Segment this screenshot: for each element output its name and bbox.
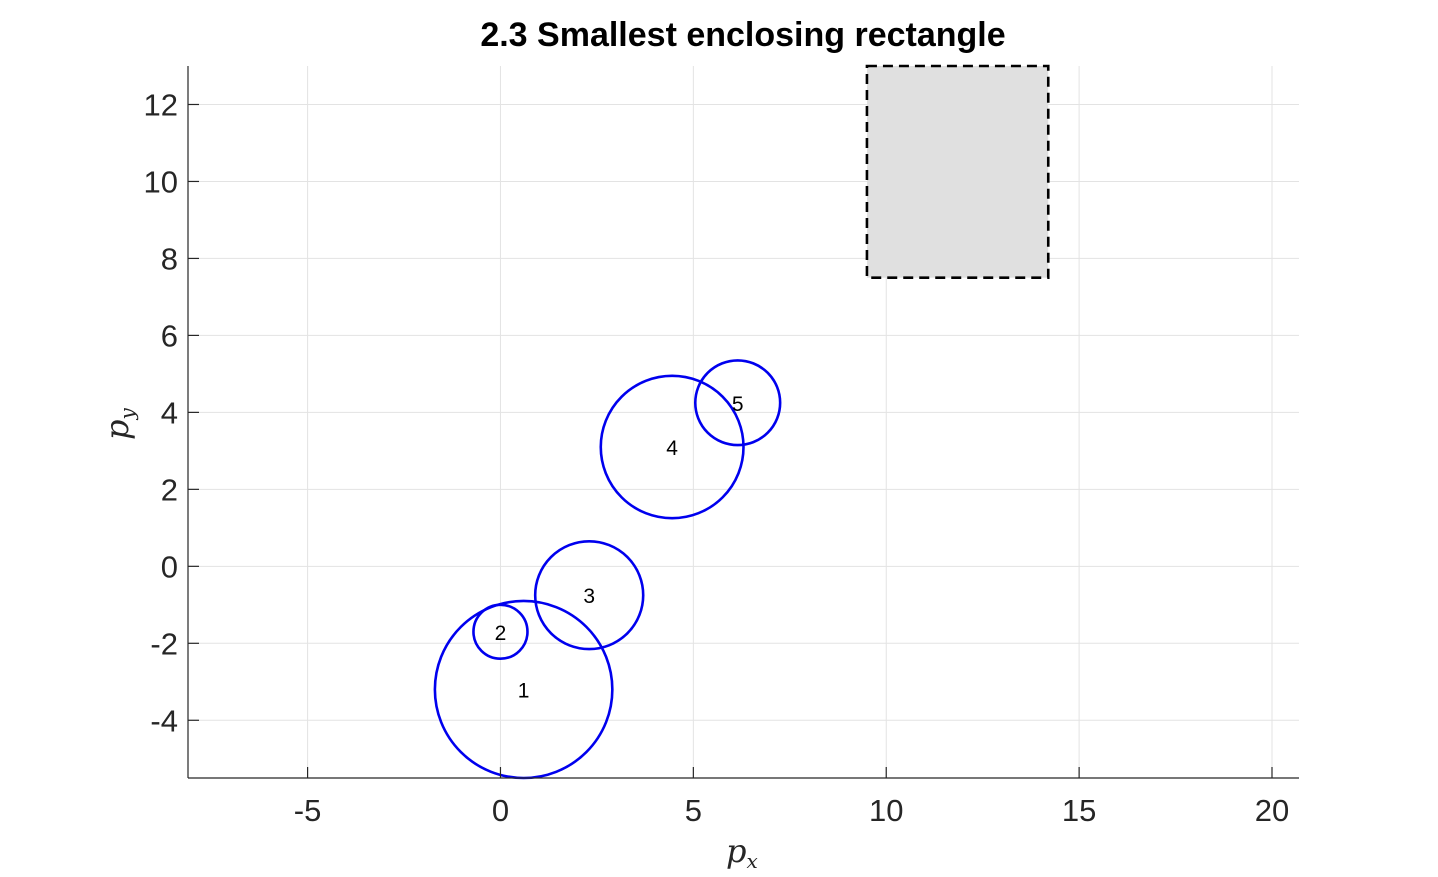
x-ticks: -5 0 5 10 15 20 — [294, 767, 1289, 828]
x-tick-label: 15 — [1062, 793, 1096, 828]
circle-label: 2 — [495, 622, 507, 645]
chart-title: 2.3 Smallest enclosing rectangle — [480, 16, 1005, 54]
circle-5 — [693, 359, 782, 447]
x-tick-label: 5 — [685, 793, 702, 828]
circle-4 — [599, 374, 745, 520]
circle-label: 1 — [518, 679, 530, 702]
enclosing-rectangle-layer — [865, 64, 1050, 279]
circle-3 — [533, 540, 645, 651]
circle-2 — [472, 603, 529, 660]
x-tick-label: 20 — [1255, 793, 1289, 828]
y-tick-label: 10 — [144, 164, 178, 199]
y-axis-label: py — [98, 408, 139, 440]
circle-label: 3 — [583, 585, 595, 608]
y-tick-label: 0 — [161, 549, 178, 584]
enclosing-rectangle — [865, 64, 1050, 279]
axes — [187, 66, 1299, 779]
y-tick-label: 8 — [161, 241, 178, 276]
circles-layer: 1 2 3 4 5 — [433, 359, 782, 780]
x-tick-label: -5 — [294, 793, 322, 828]
x-tick-label: 0 — [492, 793, 509, 828]
grid — [188, 66, 1299, 778]
y-tick-label: 6 — [161, 318, 178, 353]
circle-label: 4 — [666, 437, 678, 460]
y-tick-label: 12 — [144, 87, 178, 122]
y-tick-label: 2 — [161, 472, 178, 507]
y-tick-label: -4 — [150, 703, 178, 738]
y-tick-label: 4 — [161, 395, 178, 430]
y-tick-label: -2 — [150, 626, 178, 661]
y-ticks: -4 -2 0 2 4 6 8 10 12 — [144, 87, 199, 738]
circle-label: 5 — [732, 393, 744, 416]
x-tick-label: 10 — [869, 793, 903, 828]
x-axis-label: px — [726, 832, 758, 873]
